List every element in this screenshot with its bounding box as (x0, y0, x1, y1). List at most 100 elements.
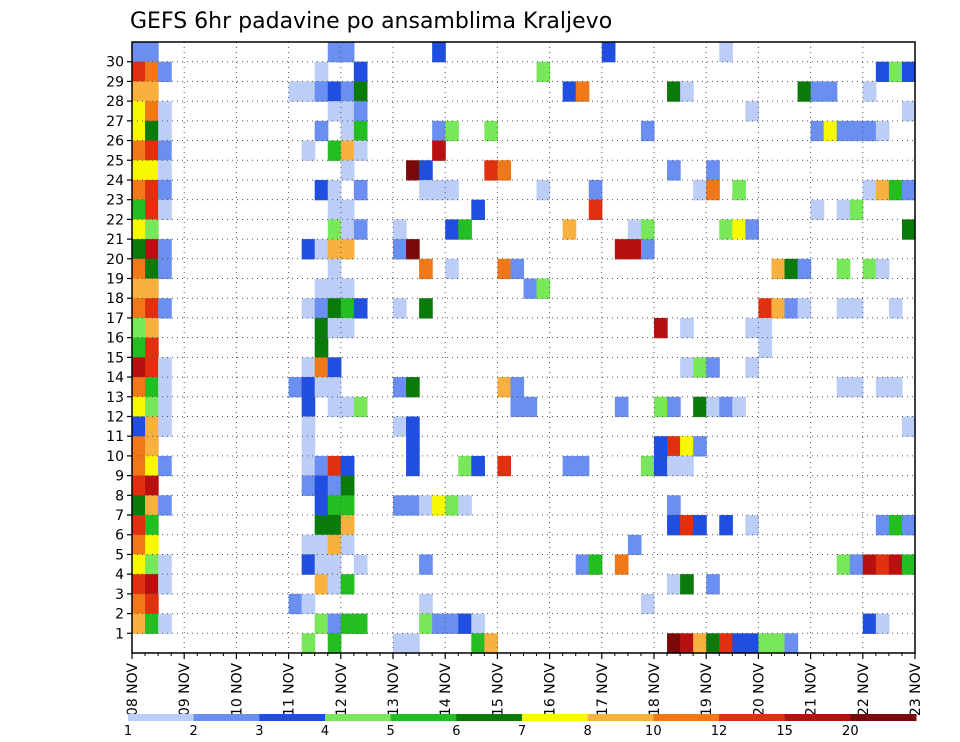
heatmap-cell (301, 455, 316, 477)
heatmap-cell (288, 377, 303, 398)
heatmap-cell (745, 219, 759, 240)
heatmap-cell (719, 219, 733, 240)
heatmap-cell (353, 81, 368, 102)
heatmap-cell (158, 416, 172, 437)
y-tick-label: 14 (106, 370, 124, 386)
heatmap-cell (158, 613, 172, 634)
heatmap-cell (353, 613, 368, 634)
heatmap-cell (327, 81, 342, 102)
colorbar-swatch (390, 714, 457, 721)
heatmap-cell (340, 534, 355, 556)
heatmap-cell (132, 337, 146, 358)
heatmap-cell (145, 140, 159, 161)
heatmap-cell (132, 554, 146, 575)
heatmap-cell (314, 120, 329, 142)
heatmap-cell (706, 160, 720, 181)
y-tick-label: 6 (115, 528, 124, 544)
heatmap-cell (862, 613, 877, 634)
colorbar-label: 7 (518, 724, 526, 739)
heatmap-cell (797, 258, 812, 280)
heatmap-cell (562, 81, 577, 102)
heatmap-cell (719, 633, 733, 654)
heatmap-cell (314, 475, 329, 496)
x-tick-label: 16 NOV (543, 663, 559, 717)
heatmap-cell (823, 81, 838, 102)
heatmap-cell (340, 455, 355, 477)
heatmap-cell (471, 455, 485, 477)
heatmap-cell (132, 120, 146, 142)
colorbar: 1 2 3 4 5 6 7 8 10 12 15 20 (124, 714, 917, 739)
heatmap-cell (132, 258, 146, 280)
heatmap-cell (158, 357, 172, 378)
heatmap-cell (471, 633, 485, 654)
heatmap-cell (132, 101, 146, 122)
heatmap-cell (862, 120, 877, 142)
y-tick-label: 10 (106, 449, 124, 465)
heatmap-cell (301, 554, 316, 575)
heatmap-cell (132, 416, 146, 437)
heatmap-cell (327, 258, 342, 280)
heatmap-cell (314, 613, 329, 634)
heatmap-cell (353, 61, 368, 83)
heatmap-cell (314, 337, 329, 358)
heatmap-cell (445, 179, 459, 201)
heatmap-cell (497, 258, 512, 280)
y-tick-label: 2 (115, 607, 124, 623)
heatmap-cell (340, 140, 355, 161)
heatmap-cell (627, 239, 642, 260)
heatmap-cell (680, 436, 694, 457)
heatmap-cell (901, 219, 916, 240)
heatmap-cell (145, 534, 159, 556)
heatmap-cell (693, 179, 707, 201)
heatmap-cell (419, 613, 433, 634)
heatmap-cell (836, 554, 851, 575)
heatmap-cell (510, 396, 525, 418)
heatmap-cell (158, 298, 172, 319)
heatmap-cell (327, 298, 342, 319)
heatmap-cell (340, 81, 355, 102)
heatmap-cell (327, 219, 342, 240)
heatmap-cell (145, 396, 159, 418)
heatmap-cell (145, 357, 159, 378)
heatmap-cell (301, 239, 316, 260)
heatmap-cell (614, 396, 629, 418)
heatmap-cell (158, 554, 172, 575)
heatmap-cell (432, 140, 446, 161)
y-tick-label: 18 (106, 291, 124, 307)
heatmap-cell (327, 633, 342, 654)
heatmap-cell (640, 593, 655, 615)
colorbar-label: 15 (776, 724, 793, 739)
heatmap-cell (771, 258, 786, 280)
colorbar-label: 20 (842, 724, 859, 739)
colorbar-swatch (128, 714, 195, 721)
heatmap-cell (758, 633, 773, 654)
heatmap-cell (132, 515, 146, 536)
heatmap-cell (301, 140, 316, 161)
heatmap-cell (784, 298, 799, 319)
heatmap-cell (680, 515, 694, 536)
heatmap-cell (145, 436, 159, 457)
y-tick-label: 7 (115, 508, 124, 524)
heatmap-cell (132, 179, 146, 201)
heatmap-cell (667, 515, 681, 536)
heatmap-cell (406, 436, 420, 457)
heatmap-cell (158, 140, 172, 161)
heatmap-cell (393, 416, 407, 437)
colorbar-label: 8 (584, 724, 592, 739)
heatmap-cell (158, 396, 172, 418)
heatmap-cell (693, 515, 707, 536)
heatmap-cell (901, 515, 916, 536)
heatmap-cell (393, 633, 407, 654)
heatmap-cell (132, 377, 146, 398)
heatmap-cell (145, 61, 159, 83)
colorbar-swatch (325, 714, 392, 721)
heatmap-cell (353, 298, 368, 319)
heatmap-cell (158, 179, 172, 201)
heatmap-cell (497, 455, 512, 477)
heatmap-cell (340, 515, 355, 536)
colorbar-label: 5 (387, 724, 395, 739)
colorbar-label: 6 (452, 724, 460, 739)
heatmap-cell (327, 554, 342, 575)
heatmap-cell (340, 574, 355, 595)
